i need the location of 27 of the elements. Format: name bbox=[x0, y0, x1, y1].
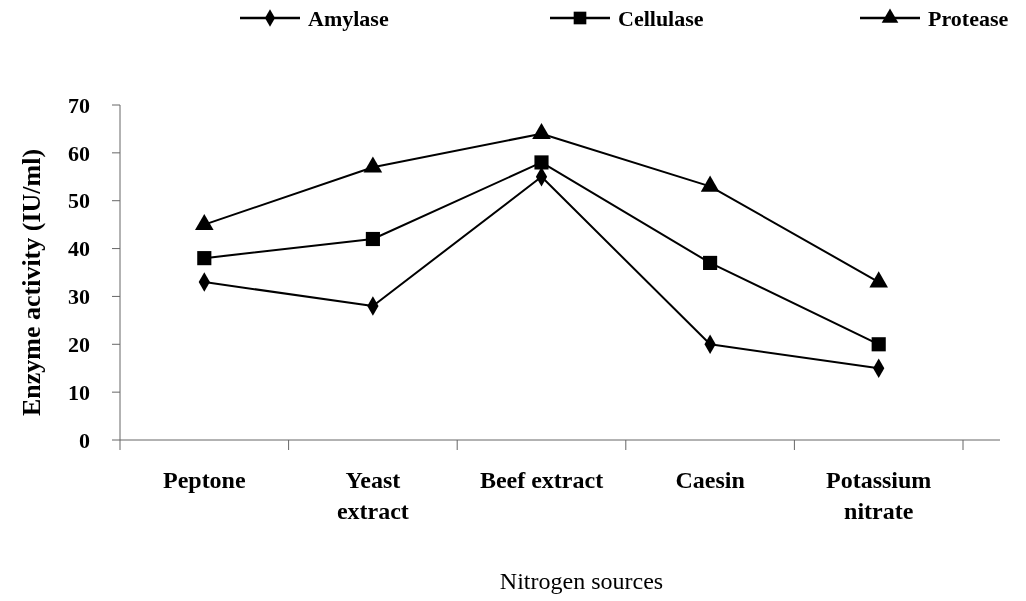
y-tick-label: 20 bbox=[68, 331, 90, 357]
point bbox=[700, 175, 720, 192]
legend-label: Protease bbox=[928, 5, 1009, 31]
y-tick-label: 50 bbox=[68, 188, 90, 214]
legend-label: Amylase bbox=[308, 5, 389, 31]
x-tick-label: Caesin bbox=[675, 467, 745, 493]
x-tick-label: Peptone bbox=[162, 467, 246, 493]
point bbox=[534, 155, 549, 170]
point bbox=[365, 231, 380, 247]
point bbox=[532, 122, 551, 140]
y-tick-label: 70 bbox=[68, 92, 90, 118]
y-axis-title: Enzyme activity (IU/ml) bbox=[17, 148, 46, 417]
point bbox=[194, 213, 214, 231]
y-tick-label: 10 bbox=[68, 379, 90, 405]
point bbox=[363, 156, 383, 173]
x-tick-label: Potassium nitrate bbox=[826, 467, 932, 524]
y-tick-label: 60 bbox=[68, 140, 90, 166]
y-tick-label: 40 bbox=[68, 236, 90, 262]
x-tick-label: Beef extract bbox=[479, 467, 604, 493]
y-tick-label: 30 bbox=[68, 284, 90, 310]
y-tick-label: 0 bbox=[79, 427, 90, 453]
point bbox=[871, 337, 886, 352]
x-tick-label: Yeast extract bbox=[336, 467, 409, 524]
point bbox=[703, 255, 718, 270]
legend-label: Cellulase bbox=[618, 5, 704, 31]
point bbox=[197, 251, 212, 266]
x-axis-title: Nitrogen sources bbox=[499, 568, 664, 594]
